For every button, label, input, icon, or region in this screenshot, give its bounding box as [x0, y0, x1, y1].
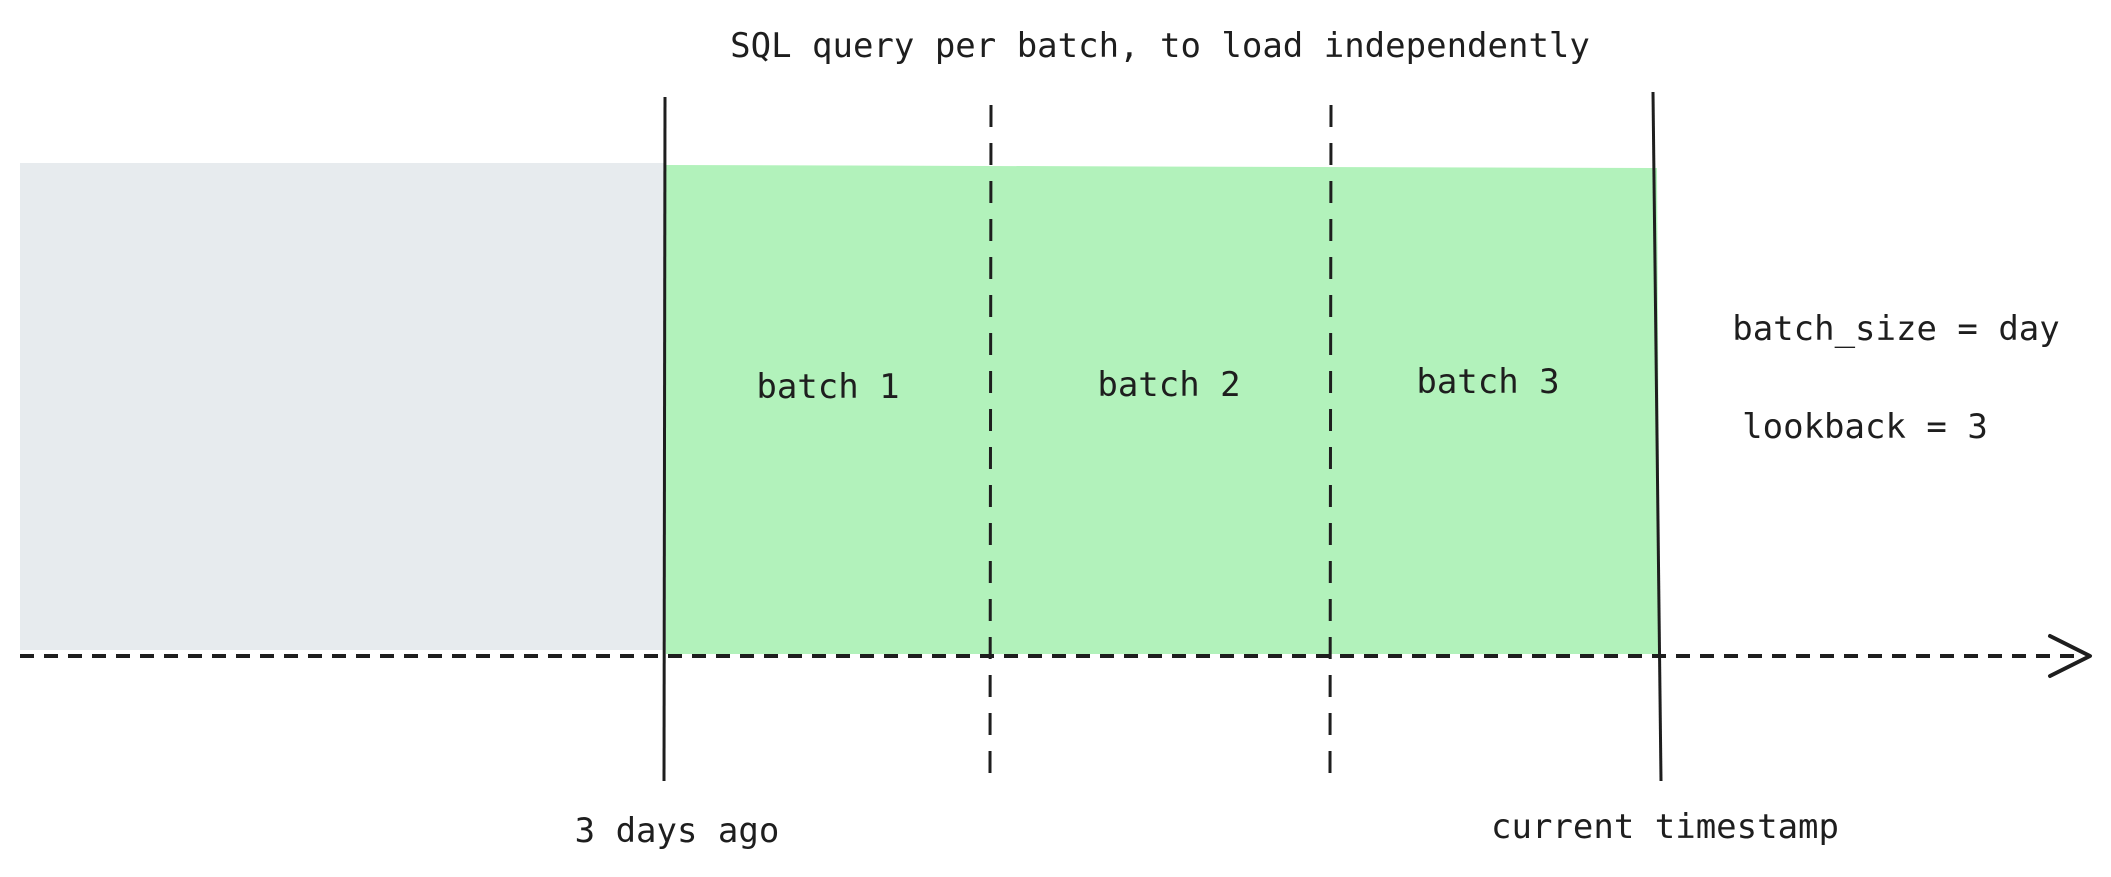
past-region: [20, 163, 666, 650]
start-marker-line: [662, 96, 667, 782]
batch-label-1: batch 1: [756, 367, 899, 407]
end-marker-label: current timestamp: [1491, 807, 1839, 847]
end-marker-line: [1651, 91, 1663, 782]
batch-size-label: batch_size = day: [1732, 309, 2060, 349]
arrow-head-icon: [2048, 634, 2092, 678]
batch-label-3: batch 3: [1416, 362, 1559, 402]
lookback-label: lookback = 3: [1742, 407, 1988, 447]
batch-region: [666, 165, 1660, 654]
start-marker-label: 3 days ago: [575, 811, 780, 851]
batch-label-2: batch 2: [1097, 365, 1240, 405]
diagram-title: SQL query per batch, to load independent…: [730, 26, 1590, 66]
